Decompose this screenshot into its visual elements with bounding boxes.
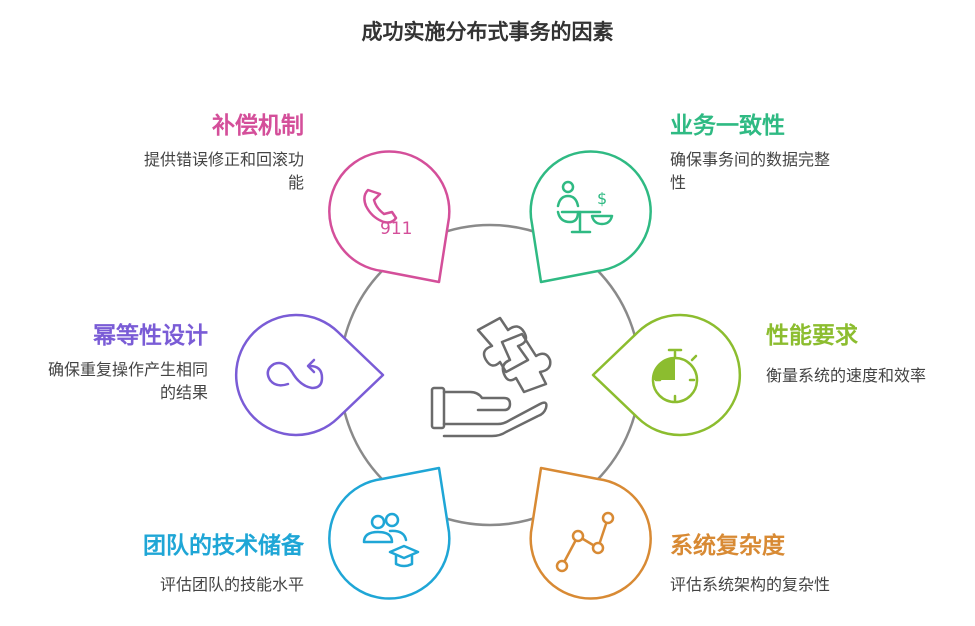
- loop-arrow-icon: [266, 358, 324, 390]
- performance-desc-line: 衡量系统的速度和效率: [766, 366, 927, 385]
- idempotency-desc-line: 的结果: [159, 383, 208, 402]
- dollar-sign-label: $: [597, 189, 607, 208]
- complexity-heading: 系统复杂度: [670, 533, 785, 559]
- hand-puzzle-icon: [430, 316, 552, 438]
- team-graduation-icon: [362, 512, 420, 568]
- complexity-teardrop: [529, 466, 652, 600]
- complexity-desc: 评估系统架构的复杂性: [670, 573, 830, 596]
- consistency-desc-line: 性: [670, 173, 687, 192]
- phone-911-icon: 911: [363, 188, 412, 239]
- line-graph-icon: [555, 511, 615, 573]
- compensation-desc: 提供错误修正和回滚功 能: [144, 148, 304, 194]
- idempotency-desc-line: 确保重复操作产生相同: [47, 360, 208, 379]
- compensation-desc-line: 提供错误修正和回滚功: [143, 150, 304, 169]
- idempotency-heading: 幂等性设计: [93, 323, 208, 349]
- compensation-teardrop: [328, 150, 451, 284]
- idempotency-teardrop: [234, 313, 385, 437]
- team-heading: 团队的技术储备: [143, 533, 304, 559]
- phone-911-label: 911: [380, 219, 412, 239]
- consistency-desc: 确保事务间的数据完整 性: [670, 148, 830, 194]
- team-teardrop: [328, 466, 451, 600]
- idempotency-desc: 确保重复操作产生相同 的结果: [48, 358, 208, 404]
- stopwatch-icon: [651, 348, 699, 404]
- compensation-heading: 补偿机制: [212, 113, 304, 139]
- consistency-desc-line: 确保事务间的数据完整: [670, 150, 831, 169]
- complexity-desc-line: 评估系统架构的复杂性: [670, 575, 831, 594]
- performance-desc: 衡量系统的速度和效率: [766, 364, 926, 387]
- compensation-desc-line: 能: [287, 173, 304, 192]
- consistency-teardrop: [529, 150, 652, 284]
- consistency-heading: 业务一致性: [670, 113, 785, 139]
- performance-heading: 性能要求: [766, 323, 858, 349]
- team-desc: 评估团队的技能水平: [160, 573, 304, 596]
- team-desc-line: 评估团队的技能水平: [159, 575, 304, 594]
- diagram-title: 成功实施分布式事务的因素: [361, 20, 614, 44]
- balance-scale-icon: $: [556, 180, 614, 234]
